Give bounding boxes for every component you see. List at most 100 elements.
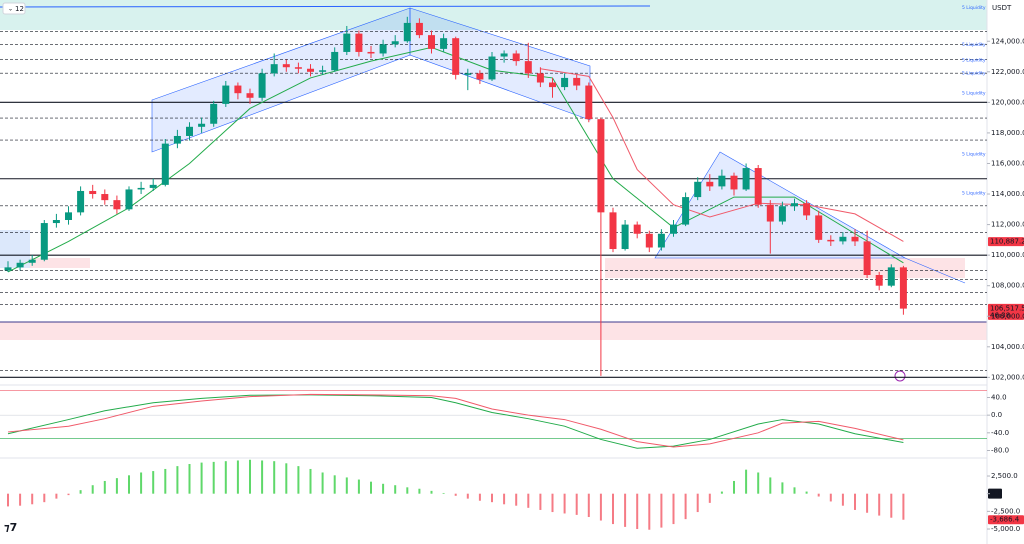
annotation: 5 Liquidity	[962, 58, 986, 64]
candle-body	[766, 204, 774, 222]
histogram-bar	[648, 493, 651, 530]
candle-body	[391, 41, 399, 45]
candle-body	[379, 44, 387, 54]
histogram-bar	[563, 493, 566, 514]
histogram-bar	[261, 460, 264, 494]
candle-body	[161, 143, 169, 185]
candle-body	[367, 51, 375, 54]
price-label-box	[988, 303, 1024, 320]
candle-body	[186, 126, 193, 136]
histogram-bar	[333, 475, 336, 494]
candle-body	[258, 73, 266, 98]
y-tick-label: -40.0	[991, 429, 1009, 437]
candle-body	[742, 168, 750, 190]
histogram-bar	[200, 462, 203, 494]
candle-body	[210, 103, 218, 124]
histogram-bar	[527, 493, 530, 508]
histogram-bar	[454, 493, 457, 496]
histogram-bar	[745, 469, 748, 494]
candle-body	[488, 56, 496, 80]
oscillator-line	[7, 394, 904, 449]
candle-body	[670, 224, 677, 234]
candle-body	[222, 85, 230, 104]
histogram-bar	[478, 493, 481, 501]
candle-body	[718, 175, 726, 187]
tick-box	[988, 488, 1002, 499]
candle-body	[754, 168, 762, 205]
histogram-bar	[164, 468, 167, 494]
currency: USDT	[992, 4, 1012, 12]
candle-body	[682, 197, 690, 225]
y-tick-label: 110,000.0	[991, 251, 1024, 259]
candle-body	[621, 224, 629, 250]
annotation: 5 Liquidity	[962, 5, 986, 11]
candle-body	[101, 194, 109, 201]
zone	[605, 258, 965, 278]
candle-body	[125, 189, 133, 210]
histogram-bar	[466, 493, 469, 499]
moving-average	[7, 46, 904, 273]
zone	[0, 258, 90, 268]
histogram-bar	[781, 482, 784, 494]
y-tick-label: 40.0	[991, 393, 1007, 401]
y-tick-label: 114,000.0	[991, 190, 1024, 198]
y-tick-label: 116,000.0	[991, 159, 1024, 167]
histogram-bar	[866, 493, 869, 513]
candle-body	[536, 73, 544, 83]
candle-body	[875, 275, 883, 286]
candle-body	[234, 85, 242, 94]
interval-box[interactable]	[2, 2, 26, 15]
histogram-bar	[672, 493, 675, 525]
candle-body	[198, 123, 206, 127]
annotation: 5 Liquidity	[962, 152, 986, 158]
y-tick-label: 102,000.0	[991, 373, 1024, 381]
candle-body	[657, 233, 665, 248]
histogram-bar	[418, 488, 421, 494]
histogram-bar	[91, 485, 94, 494]
histogram-bar	[67, 493, 70, 496]
histogram-bar	[442, 492, 445, 494]
candle-body	[452, 38, 460, 75]
histogram-bar	[357, 479, 360, 494]
histogram-bar	[539, 493, 542, 510]
histogram-bar	[406, 487, 409, 494]
histogram-bar	[382, 483, 385, 494]
histogram-bar	[212, 461, 215, 494]
chevron: ⌄	[8, 6, 13, 13]
histogram-bar	[612, 493, 614, 525]
candle-body	[645, 233, 653, 248]
histogram-bar	[115, 478, 118, 494]
histogram-bar	[587, 493, 590, 518]
y-tick-label: 0.0	[991, 490, 1002, 498]
histogram-bar	[733, 480, 735, 494]
histogram-bar	[394, 485, 397, 494]
candle-body	[246, 93, 254, 98]
last-value-box	[988, 515, 1024, 525]
alert-icon[interactable]	[894, 370, 906, 382]
candle-body	[609, 212, 617, 250]
y-tick-label: 0.0	[991, 411, 1002, 419]
candle-body	[730, 175, 738, 190]
candle-body	[294, 67, 302, 69]
histogram-bar	[128, 475, 130, 494]
candle-body	[573, 77, 581, 86]
zone	[0, 0, 987, 30]
histogram-bar	[19, 493, 22, 506]
candle-body	[827, 239, 835, 242]
candle-body	[173, 135, 181, 144]
histogram-bar	[696, 493, 699, 513]
histogram-bar	[285, 463, 288, 494]
y-tick-label: -80.0	[991, 446, 1009, 454]
candle-body	[149, 184, 157, 188]
histogram-bar	[708, 493, 711, 503]
histogram-bar	[551, 493, 554, 513]
candle-body	[137, 187, 145, 190]
histogram-bar	[370, 481, 372, 494]
histogram-bar	[176, 466, 179, 494]
histogram-bar	[624, 493, 627, 527]
histogram-bar	[140, 472, 143, 494]
candle-body	[282, 64, 290, 68]
countdown: 46:38	[990, 311, 1010, 319]
histogram-bar	[491, 493, 493, 503]
